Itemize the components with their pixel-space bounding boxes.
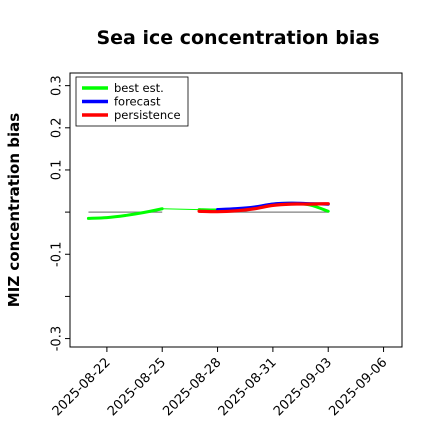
x-tick-label: 2025-09-03 (271, 355, 335, 419)
series-lines (86, 201, 330, 220)
x-tick-label: 2025-09-06 (326, 355, 390, 419)
series-line-best-est (86, 207, 164, 220)
x-tick-label: 2025-08-31 (216, 355, 280, 419)
y-axis-ticks: -0.3 -0.1 0.1 0.2 0.3 (50, 75, 70, 351)
plot-frame (69, 72, 403, 348)
y-tick-label: 0.3 (50, 75, 65, 96)
x-tick-label: 2025-08-22 (50, 355, 114, 419)
y-tick-label: 0.2 (50, 117, 65, 138)
x-tick-label: 2025-08-25 (105, 355, 169, 419)
legend-label: best est. (114, 81, 164, 95)
y-tick-label: -0.3 (50, 326, 65, 351)
y-tick-label: -0.1 (50, 242, 65, 267)
x-axis-ticks: 2025-08-222025-08-252025-08-282025-08-31… (50, 347, 390, 419)
legend-label: persistence (114, 108, 181, 122)
legend-label: forecast (114, 95, 161, 109)
x-tick-label: 2025-08-28 (160, 355, 224, 419)
chart-title: Sea ice concentration bias (96, 27, 379, 49)
y-axis-label: MIZ concentration bias (5, 113, 23, 307)
y-tick-label: 0.1 (50, 160, 65, 181)
series-line-persistence (197, 202, 330, 214)
series-gap-best-est (162, 208, 200, 211)
